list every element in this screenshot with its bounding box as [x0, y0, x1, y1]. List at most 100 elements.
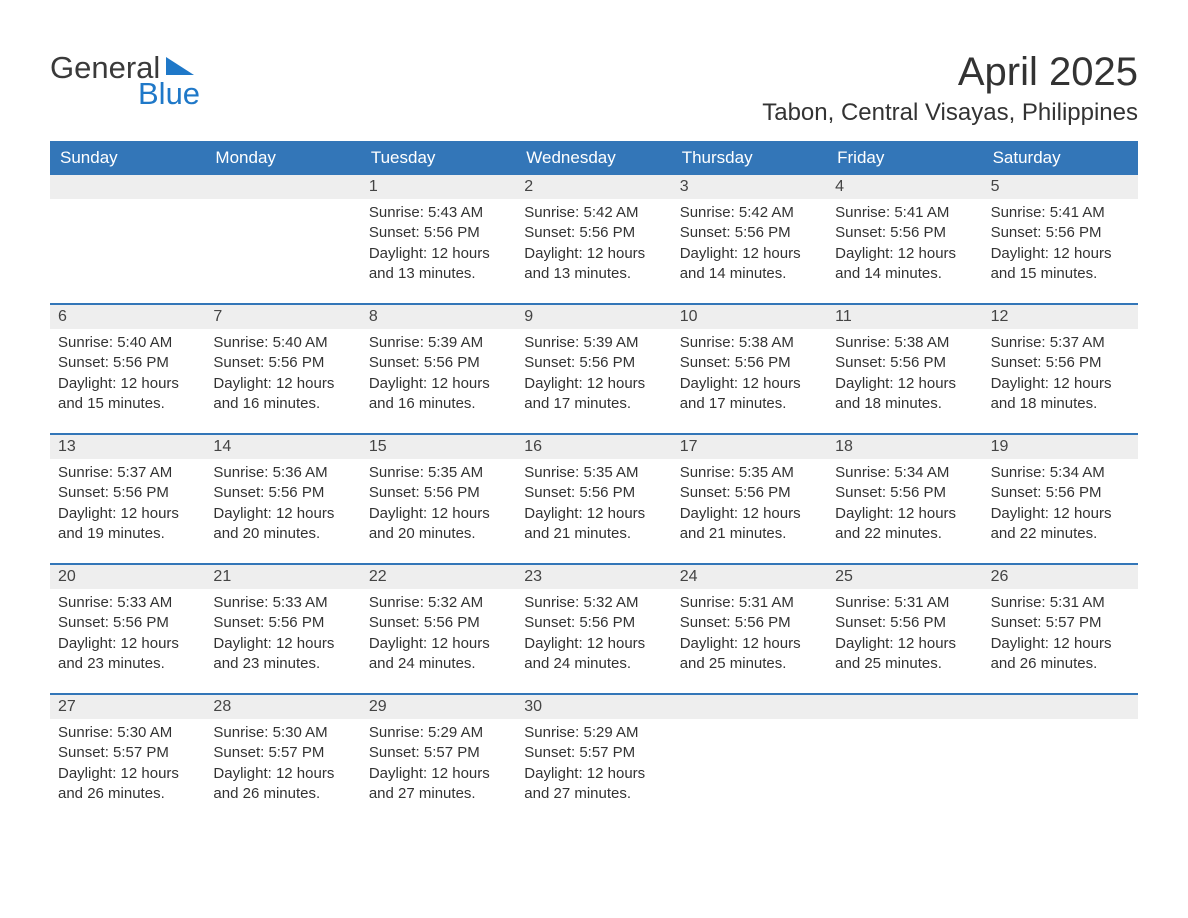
sunrise-line: Sunrise: 5:30 AM: [213, 723, 352, 743]
day-number: 26: [991, 568, 1009, 585]
sunset-line: Sunset: 5:56 PM: [369, 223, 508, 243]
day-cell: 8Sunrise: 5:39 AMSunset: 5:56 PMDaylight…: [361, 305, 516, 433]
sunrise-line: Sunrise: 5:43 AM: [369, 203, 508, 223]
sunset-line: Sunset: 5:56 PM: [213, 483, 352, 503]
header: General Blue April 2025 Tabon, Central V…: [50, 50, 1138, 127]
daylight-line: Daylight: 12 hours and 18 minutes.: [835, 374, 974, 415]
sunrise-line: Sunrise: 5:37 AM: [991, 333, 1130, 353]
dow-cell: Wednesday: [516, 141, 671, 175]
daylight-line: Daylight: 12 hours and 24 minutes.: [369, 634, 508, 675]
daylight-line: Daylight: 12 hours and 15 minutes.: [991, 244, 1130, 285]
daylight-line: Daylight: 12 hours and 13 minutes.: [369, 244, 508, 285]
sunrise-line: Sunrise: 5:34 AM: [835, 463, 974, 483]
day-number-row: 17: [672, 435, 827, 459]
sunset-line: Sunset: 5:57 PM: [58, 743, 197, 763]
sunrise-line: Sunrise: 5:35 AM: [680, 463, 819, 483]
sunrise-line: Sunrise: 5:35 AM: [524, 463, 663, 483]
sunset-line: Sunset: 5:56 PM: [369, 613, 508, 633]
sunset-line: Sunset: 5:56 PM: [524, 613, 663, 633]
daylight-line: Daylight: 12 hours and 16 minutes.: [213, 374, 352, 415]
day-cell: 15Sunrise: 5:35 AMSunset: 5:56 PMDayligh…: [361, 435, 516, 563]
day-number: 24: [680, 568, 698, 585]
dow-cell: Monday: [205, 141, 360, 175]
day-number-row: 20: [50, 565, 205, 589]
dow-cell: Sunday: [50, 141, 205, 175]
dow-cell: Friday: [827, 141, 982, 175]
day-number: 16: [524, 438, 542, 455]
week-row: 20Sunrise: 5:33 AMSunset: 5:56 PMDayligh…: [50, 563, 1138, 693]
day-cell: 1 Sunrise: 5:43 AMSunset: 5:56 PMDaylight…: [361, 175, 516, 303]
day-number-row: 15: [361, 435, 516, 459]
day-cell: 22Sunrise: 5:32 AMSunset: 5:56 PMDayligh…: [361, 565, 516, 693]
sunrise-line: Sunrise: 5:31 AM: [835, 593, 974, 613]
day-body: Sunrise: 5:40 AMSunset: 5:56 PMDaylight:…: [50, 329, 205, 422]
sunrise-line: Sunrise: 5:33 AM: [213, 593, 352, 613]
day-number-row: 11: [827, 305, 982, 329]
day-number-row: 3: [672, 175, 827, 199]
day-number-row: 2: [516, 175, 671, 199]
day-cell: 27Sunrise: 5:30 AMSunset: 5:57 PMDayligh…: [50, 695, 205, 823]
daylight-line: Daylight: 12 hours and 27 minutes.: [524, 764, 663, 805]
sunrise-line: Sunrise: 5:40 AM: [213, 333, 352, 353]
day-body: Sunrise: 5:37 AMSunset: 5:56 PMDaylight:…: [983, 329, 1138, 422]
day-body: [205, 199, 360, 211]
day-number: 30: [524, 698, 542, 715]
day-cell: 9 Sunrise: 5:39 AMSunset: 5:56 PMDaylight…: [516, 305, 671, 433]
day-body: Sunrise: 5:37 AMSunset: 5:56 PMDaylight:…: [50, 459, 205, 552]
sunset-line: Sunset: 5:57 PM: [369, 743, 508, 763]
daylight-line: Daylight: 12 hours and 14 minutes.: [835, 244, 974, 285]
day-number-row: 13: [50, 435, 205, 459]
day-cell: [827, 695, 982, 823]
day-cell: 29Sunrise: 5:29 AMSunset: 5:57 PMDayligh…: [361, 695, 516, 823]
day-number-row: 21: [205, 565, 360, 589]
day-number: 27: [58, 698, 76, 715]
daylight-line: Daylight: 12 hours and 26 minutes.: [58, 764, 197, 805]
day-cell: 2Sunrise: 5:42 AMSunset: 5:56 PMDaylight…: [516, 175, 671, 303]
day-number-row: 26: [983, 565, 1138, 589]
daylight-line: Daylight: 12 hours and 20 minutes.: [213, 504, 352, 545]
daylight-line: Daylight: 12 hours and 20 minutes.: [369, 504, 508, 545]
day-number-row: 8: [361, 305, 516, 329]
day-cell: 6Sunrise: 5:40 AMSunset: 5:56 PMDaylight…: [50, 305, 205, 433]
sunrise-line: Sunrise: 5:34 AM: [991, 463, 1130, 483]
day-number-row: 29: [361, 695, 516, 719]
sunset-line: Sunset: 5:56 PM: [524, 483, 663, 503]
day-number: 5: [991, 178, 1000, 195]
day-number: 29: [369, 698, 387, 715]
day-number: 12: [991, 308, 1009, 325]
day-cell: [983, 695, 1138, 823]
day-body: Sunrise: 5:35 AMSunset: 5:56 PMDaylight:…: [361, 459, 516, 552]
day-body: Sunrise: 5:41 AMSunset: 5:56 PMDaylight:…: [827, 199, 982, 292]
day-number-row: 12: [983, 305, 1138, 329]
day-body: Sunrise: 5:39 AMSunset: 5:56 PMDaylight:…: [516, 329, 671, 422]
day-body: [983, 719, 1138, 731]
day-cell: [50, 175, 205, 303]
day-body: Sunrise: 5:31 AMSunset: 5:56 PMDaylight:…: [672, 589, 827, 682]
day-cell: 4Sunrise: 5:41 AMSunset: 5:56 PMDaylight…: [827, 175, 982, 303]
day-number-row: 19: [983, 435, 1138, 459]
week-row: 13Sunrise: 5:37 AMSunset: 5:56 PMDayligh…: [50, 433, 1138, 563]
sunrise-line: Sunrise: 5:41 AM: [835, 203, 974, 223]
sunrise-line: Sunrise: 5:39 AM: [369, 333, 508, 353]
sunset-line: Sunset: 5:56 PM: [991, 353, 1130, 373]
day-cell: 17Sunrise: 5:35 AMSunset: 5:56 PMDayligh…: [672, 435, 827, 563]
day-number-row: 22: [361, 565, 516, 589]
daylight-line: Daylight: 12 hours and 25 minutes.: [835, 634, 974, 675]
day-number: 1: [369, 178, 378, 195]
day-body: Sunrise: 5:31 AMSunset: 5:57 PMDaylight:…: [983, 589, 1138, 682]
sunset-line: Sunset: 5:56 PM: [524, 353, 663, 373]
day-number-row: 1: [361, 175, 516, 199]
daylight-line: Daylight: 12 hours and 24 minutes.: [524, 634, 663, 675]
daylight-line: Daylight: 12 hours and 17 minutes.: [524, 374, 663, 415]
daylight-line: Daylight: 12 hours and 22 minutes.: [991, 504, 1130, 545]
day-number-row: [672, 695, 827, 719]
day-number: 9: [524, 308, 533, 325]
day-body: Sunrise: 5:42 AMSunset: 5:56 PMDaylight:…: [672, 199, 827, 292]
day-number-row: [50, 175, 205, 199]
daylight-line: Daylight: 12 hours and 17 minutes.: [680, 374, 819, 415]
day-cell: [672, 695, 827, 823]
day-number-row: 9: [516, 305, 671, 329]
sunset-line: Sunset: 5:56 PM: [213, 613, 352, 633]
day-number: 2: [524, 178, 533, 195]
sunset-line: Sunset: 5:57 PM: [213, 743, 352, 763]
